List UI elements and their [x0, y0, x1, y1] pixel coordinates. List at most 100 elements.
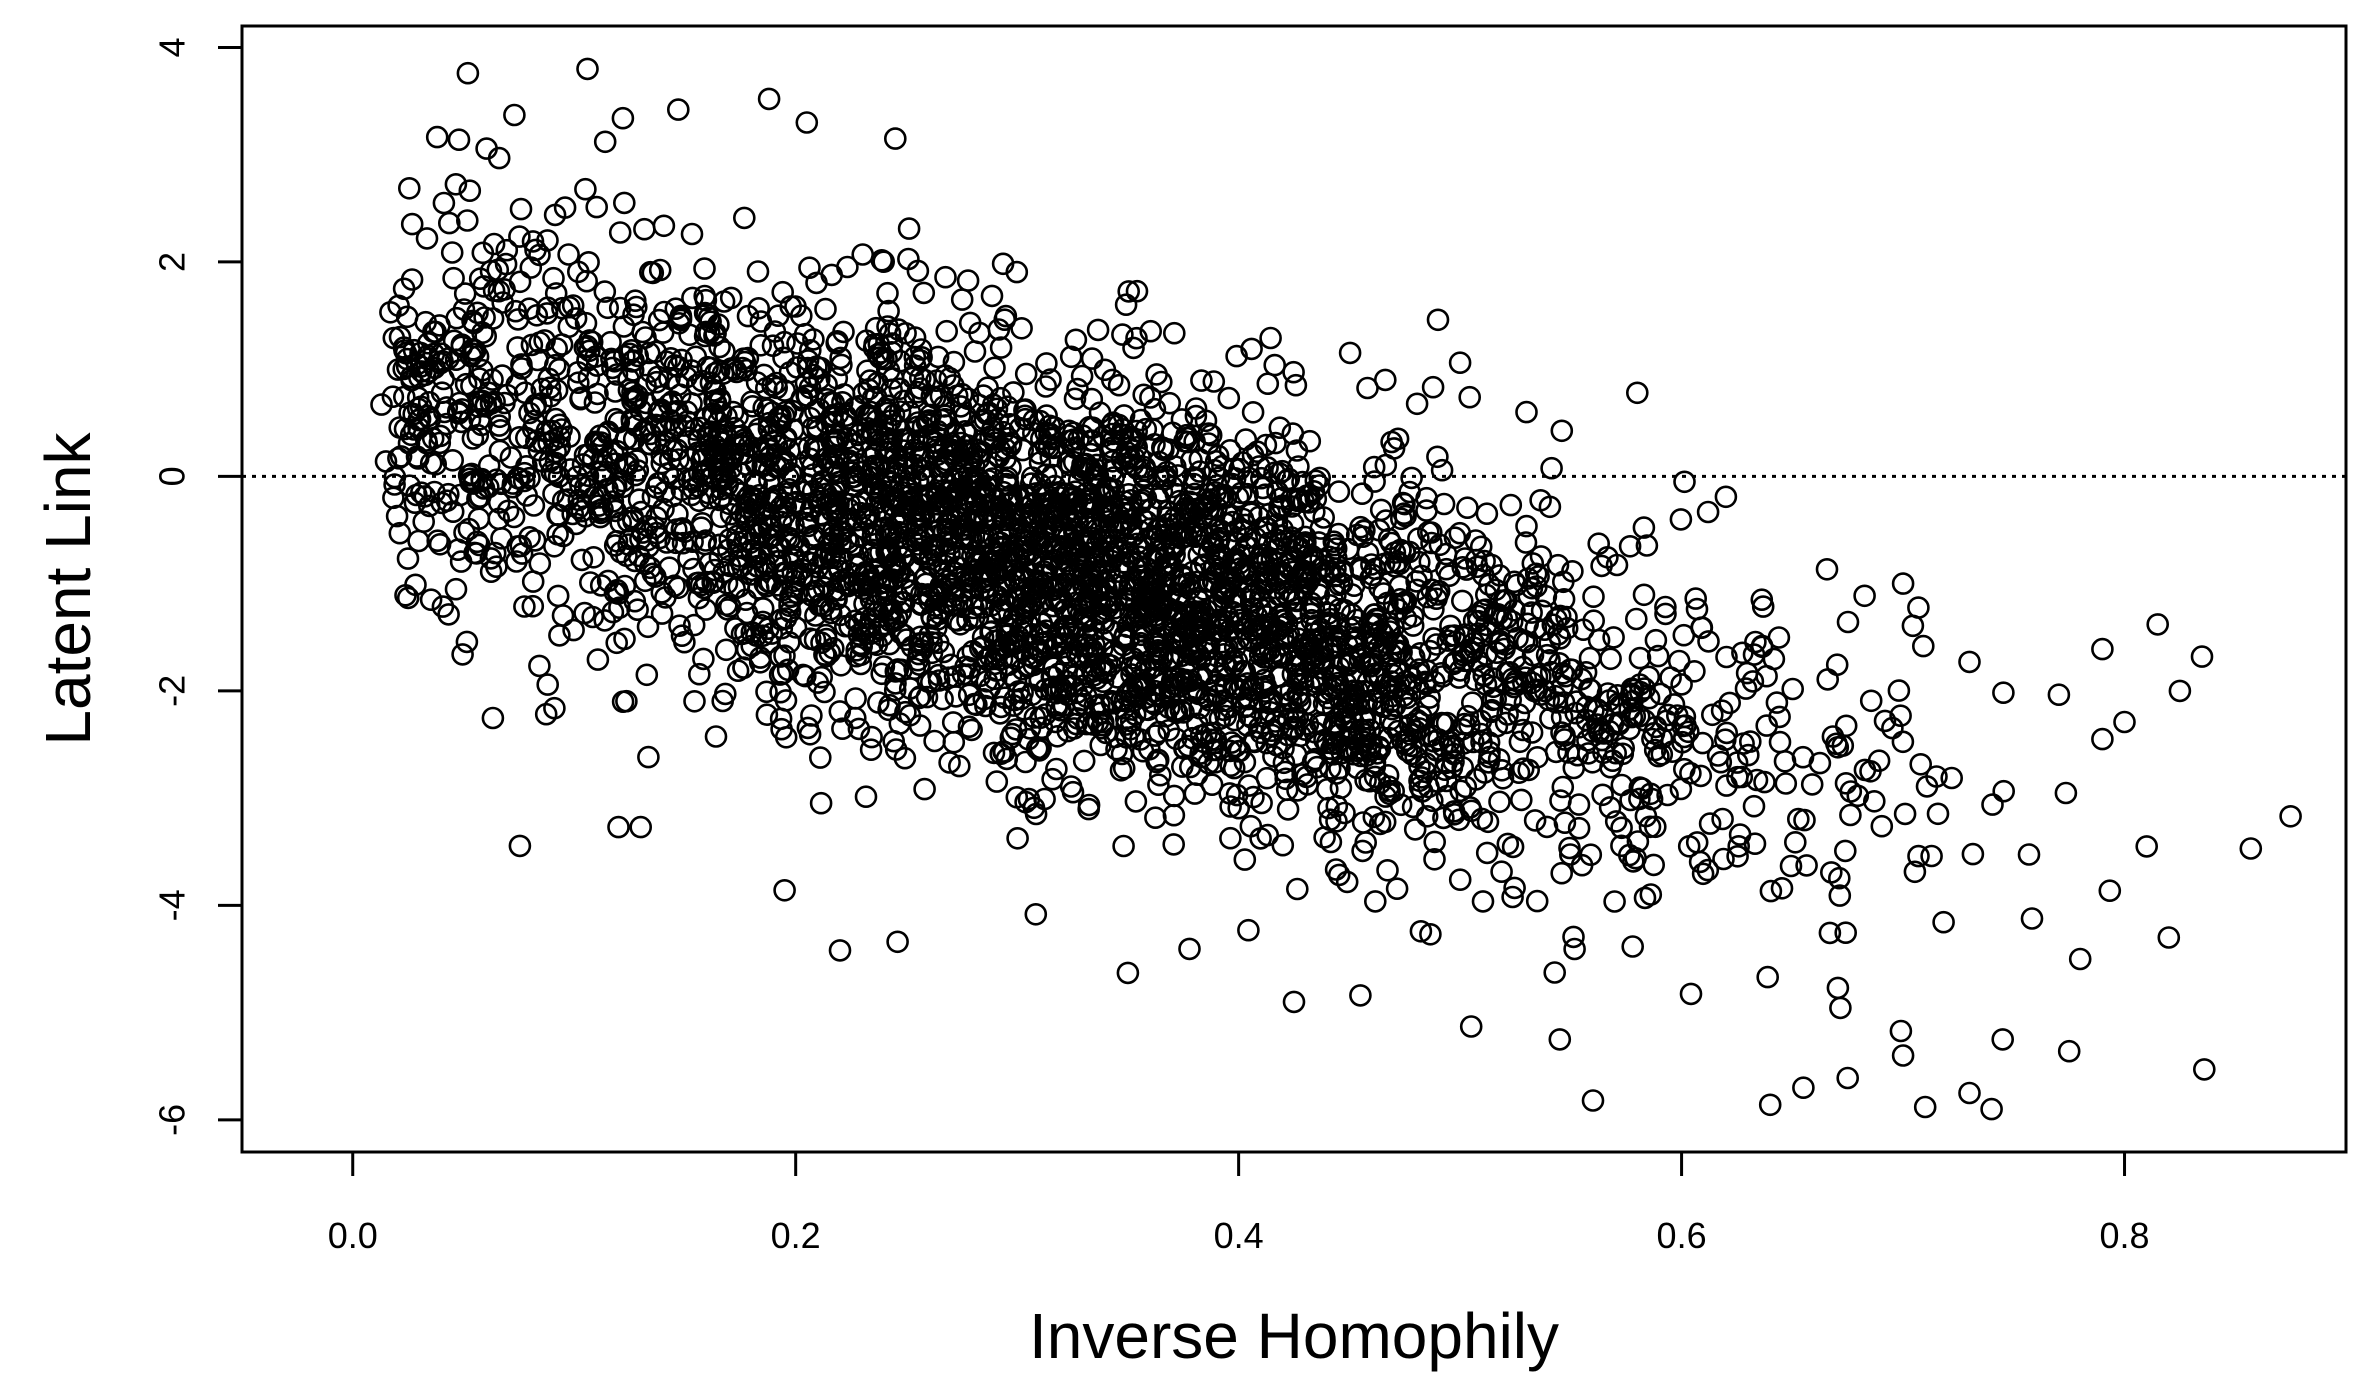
data-point — [1116, 961, 1140, 985]
data-point — [1535, 815, 1559, 839]
data-point — [1863, 789, 1886, 813]
data-point — [814, 644, 838, 668]
data-point — [915, 685, 939, 709]
data-point — [1715, 645, 1738, 669]
data-point — [594, 463, 617, 487]
data-point — [1456, 496, 1479, 520]
data-point — [1563, 937, 1586, 961]
data-point — [2157, 926, 2181, 949]
data-point — [1710, 699, 1734, 723]
data-point — [1264, 710, 1287, 733]
data-point — [938, 366, 962, 390]
data-point — [1219, 739, 1242, 763]
data-point — [1360, 732, 1383, 756]
data-point — [778, 360, 802, 384]
data-point — [1025, 737, 1049, 760]
data-point — [1150, 370, 1173, 394]
data-point — [795, 111, 819, 134]
data-point — [1932, 910, 1955, 934]
data-point — [528, 243, 551, 267]
data-point — [1907, 844, 1930, 868]
data-point — [1125, 326, 1148, 350]
data-point — [381, 385, 405, 409]
data-point — [1047, 662, 1070, 686]
data-point — [1355, 744, 1378, 767]
data-point — [1632, 516, 1656, 539]
data-point — [666, 98, 690, 121]
data-point — [525, 303, 549, 327]
data-point — [1178, 577, 1201, 601]
data-point — [1035, 352, 1058, 375]
data-point — [868, 486, 892, 510]
data-point — [652, 497, 675, 521]
data-point — [1382, 779, 1405, 803]
data-point — [1515, 514, 1538, 538]
data-point — [607, 815, 630, 839]
data-point — [582, 485, 605, 509]
data-point — [1005, 260, 1029, 284]
data-point — [732, 206, 756, 230]
data-point — [756, 631, 780, 654]
data-point — [1779, 854, 1803, 878]
data-point — [1368, 812, 1392, 836]
data-point — [1158, 391, 1181, 415]
data-point — [404, 573, 427, 597]
data-point — [1029, 472, 1052, 496]
data-point — [585, 195, 609, 219]
data-point — [1460, 799, 1483, 823]
data-point — [809, 791, 833, 815]
data-point — [546, 522, 569, 546]
data-point — [1889, 704, 1912, 728]
data-point — [431, 595, 455, 618]
data-point — [1394, 504, 1417, 528]
data-point — [805, 544, 829, 568]
data-point — [1618, 534, 1642, 558]
data-point — [1059, 775, 1083, 798]
data-point — [1438, 624, 1462, 648]
data-point — [1282, 718, 1306, 741]
data-point — [551, 489, 575, 513]
data-point — [1327, 480, 1351, 503]
data-point — [1541, 613, 1565, 637]
data-point — [1991, 1028, 2014, 1051]
data-point — [1420, 521, 1443, 544]
data-point — [1272, 736, 1295, 760]
data-point — [456, 61, 480, 85]
data-point — [1282, 990, 1306, 1014]
data-point — [629, 527, 652, 551]
data-point — [993, 634, 1016, 657]
data-point — [1940, 766, 1963, 790]
data-point — [1520, 601, 1543, 624]
data-point — [1284, 373, 1308, 397]
data-point — [468, 367, 491, 390]
data-point — [392, 357, 416, 381]
data-point — [1162, 646, 1185, 670]
data-point — [542, 428, 566, 452]
data-point — [1629, 680, 1652, 704]
data-point — [395, 355, 419, 378]
data-point — [1422, 627, 1445, 650]
data-point — [1285, 439, 1309, 462]
data-point — [389, 445, 413, 468]
data-point — [605, 631, 629, 655]
data-point — [1223, 457, 1246, 481]
x-tick-label: 0.6 — [1657, 1215, 1707, 1256]
data-point — [658, 448, 682, 471]
data-point — [888, 349, 912, 373]
data-point — [474, 324, 498, 348]
data-point — [957, 683, 981, 707]
data-point — [675, 410, 699, 433]
data-point — [1793, 808, 1816, 832]
data-point — [535, 302, 559, 325]
data-point — [557, 243, 580, 266]
data-point — [626, 598, 649, 622]
data-point — [1756, 965, 1779, 989]
data-point — [1273, 609, 1296, 632]
data-point — [612, 344, 636, 368]
data-point — [689, 416, 713, 440]
data-point — [441, 448, 465, 472]
data-point — [428, 314, 451, 337]
data-point — [548, 413, 571, 437]
data-point — [1555, 605, 1578, 629]
data-point — [757, 87, 781, 111]
